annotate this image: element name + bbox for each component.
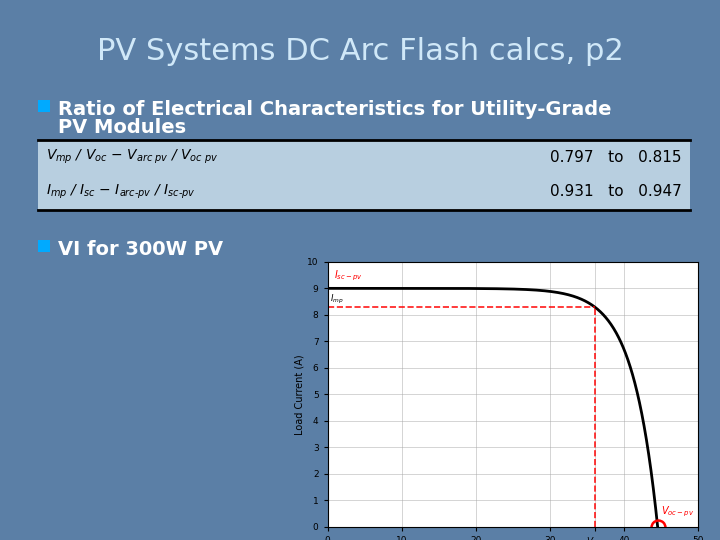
Bar	[38, 140, 690, 210]
Text: $I_{mp}$ / $I_{sc}$ $-$ $I_{arc\text{-}pv}$ / $I_{sc\text{-}pv}$: $I_{mp}$ / $I_{sc}$ $-$ $I_{arc\text{-}p…	[46, 183, 196, 201]
Text: $I_{sc-pv}$: $I_{sc-pv}$	[333, 268, 362, 283]
Text: PV Systems DC Arc Flash calcs, p2: PV Systems DC Arc Flash calcs, p2	[96, 37, 624, 66]
Text: $I_{mp}$: $I_{mp}$	[330, 293, 343, 306]
Text: $V_{mp}$ / $V_{oc}$ $-$ $V_{arc\ pv}$ / $V_{oc\ pv}$: $V_{mp}$ / $V_{oc}$ $-$ $V_{arc\ pv}$ / …	[46, 148, 218, 166]
Text: VI for 300W PV: VI for 300W PV	[58, 240, 223, 259]
Text: 0.797   to   0.815: 0.797 to 0.815	[551, 150, 682, 165]
Text: 0.931   to   0.947: 0.931 to 0.947	[550, 185, 682, 199]
Text: Ratio of Electrical Characteristics for Utility-Grade: Ratio of Electrical Characteristics for …	[58, 100, 611, 119]
Y-axis label: Load Current (A): Load Current (A)	[294, 354, 305, 435]
Text: PV Modules: PV Modules	[58, 118, 186, 137]
Text: $V_{oc-pv}$: $V_{oc-pv}$	[661, 505, 695, 519]
Bar	[38, 100, 50, 112]
Bar	[38, 240, 50, 252]
